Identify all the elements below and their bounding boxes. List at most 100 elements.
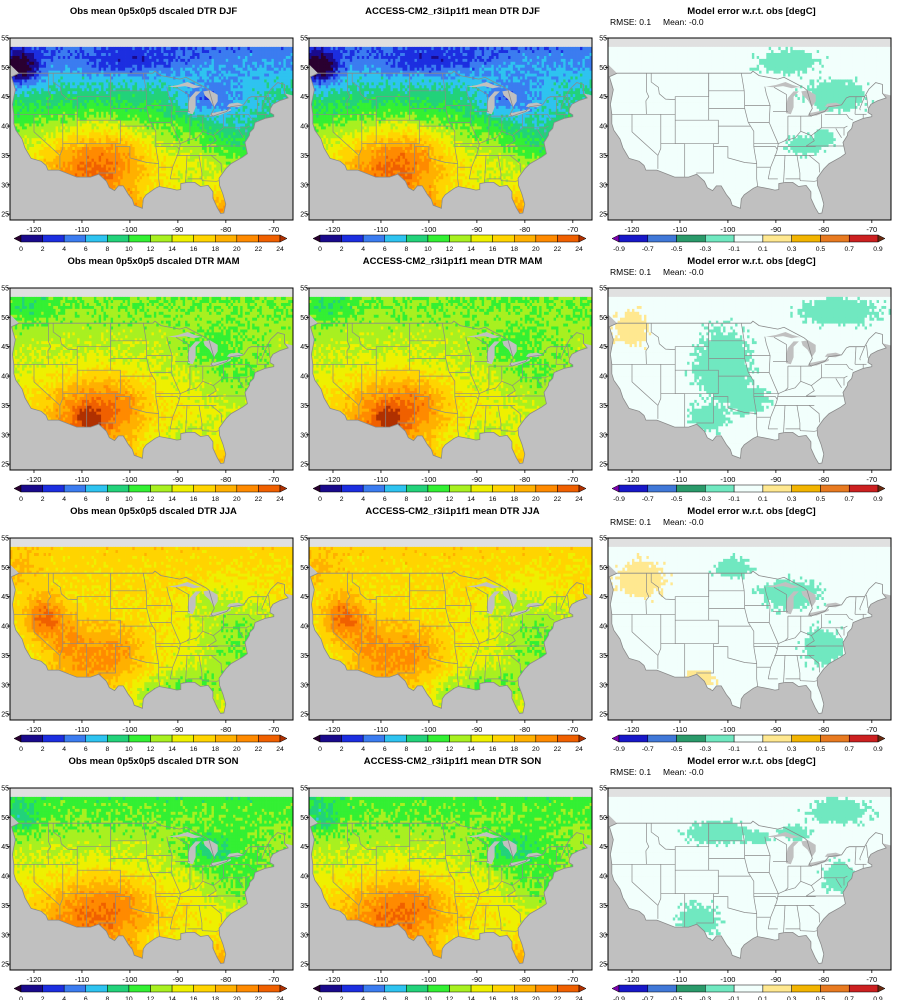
colorbar-tick-label: 22 xyxy=(255,746,263,753)
colorbar-tick-label: 16 xyxy=(489,496,497,503)
lat-tick-label: 35 xyxy=(599,903,607,910)
colorbar-tick-label: -0.9 xyxy=(613,246,625,253)
lon-tick-label: -120 xyxy=(624,475,639,484)
lat-tick-label: 45 xyxy=(1,844,9,851)
colorbar-tick-label: -0.3 xyxy=(699,496,711,503)
lat-tick-label: 50 xyxy=(1,65,9,72)
lat-tick-label: 45 xyxy=(1,94,9,101)
lat-tick-label: 35 xyxy=(599,653,607,660)
lon-tick-label: -70 xyxy=(866,225,877,234)
colorbar-tick-label: -0.5 xyxy=(671,996,683,1000)
lon-tick-label: -90 xyxy=(471,975,482,984)
colorbar-tick-label: 16 xyxy=(190,246,198,253)
colorbar-tick-label: 24 xyxy=(276,246,284,253)
lat-tick-label: 55 xyxy=(1,536,9,543)
lon-tick-label: -110 xyxy=(75,225,89,234)
lon-tick-label: -100 xyxy=(720,225,735,234)
colorbar-tick-label: 12 xyxy=(446,996,454,1000)
colorbar-tick-label: 4 xyxy=(361,496,365,503)
lat-tick-label: 45 xyxy=(599,94,607,101)
lat-tick-label: 50 xyxy=(300,565,308,572)
lat-tick-label: 50 xyxy=(1,315,9,322)
rmse-label: RMSE: 0.1 xyxy=(610,267,651,277)
lat-tick-label: 40 xyxy=(1,374,9,381)
panel-title-error-djf: Model error w.r.t. obs [degC] xyxy=(687,6,815,17)
colorbar-tick-label: 2 xyxy=(340,496,344,503)
lat-tick-label: 30 xyxy=(1,432,9,439)
lat-tick-label: 55 xyxy=(1,286,9,293)
rmse-label: RMSE: 0.1 xyxy=(610,767,651,777)
colorbar-tick-label: 22 xyxy=(255,996,263,1000)
lat-tick-label: 35 xyxy=(300,653,308,660)
lat-tick-label: 25 xyxy=(1,712,9,719)
lon-tick-label: -110 xyxy=(374,475,388,484)
lon-tick-label: -120 xyxy=(26,225,41,234)
colorbar-tick-label: 2 xyxy=(340,246,344,253)
lat-tick-label: 50 xyxy=(599,65,607,72)
lat-tick-label: 40 xyxy=(300,624,308,631)
lon-tick-label: -70 xyxy=(866,975,877,984)
lat-tick-label: 40 xyxy=(300,374,308,381)
colorbar-tick-label: 20 xyxy=(532,746,540,753)
lon-tick-label: -100 xyxy=(122,725,137,734)
colorbar-tick-label: 2 xyxy=(340,746,344,753)
lat-tick-label: 40 xyxy=(599,124,607,131)
colorbar-dtr-djf: 0 2 4 6 8 10 12 14 16 18 20 22 24 xyxy=(14,235,287,253)
colorbar-tick-label: 18 xyxy=(510,496,518,503)
lat-tick-label: 55 xyxy=(300,36,308,43)
colorbar-tick-label: 14 xyxy=(467,996,475,1000)
colorbar-error-djf: -0.9 -0.7 -0.5 -0.3 -0.1 0.1 0.3 0.5 0.7 0.9 xyxy=(612,235,885,253)
colorbar-tick-label: 20 xyxy=(532,246,540,253)
lon-tick-label: -120 xyxy=(325,225,340,234)
lat-tick-label: 50 xyxy=(1,815,9,822)
colorbar-tick-label: 24 xyxy=(575,496,583,503)
colorbar-tick-label: 0 xyxy=(19,496,23,503)
colorbar-tick-label: -0.1 xyxy=(728,996,740,1000)
lon-tick-label: -110 xyxy=(75,725,89,734)
colorbar-tick-label: 10 xyxy=(125,746,133,753)
colorbar-tick-label: 0.9 xyxy=(873,496,883,503)
lon-tick-label: -80 xyxy=(220,725,231,734)
lat-tick-label: 25 xyxy=(1,462,9,469)
colorbar-tick-label: 6 xyxy=(84,996,88,1000)
lon-tick-label: -80 xyxy=(519,475,530,484)
lat-tick-label: 30 xyxy=(1,932,9,939)
lon-tick-label: -90 xyxy=(770,975,781,984)
lon-tick-label: -120 xyxy=(26,975,41,984)
colorbar-tick-label: 0.7 xyxy=(844,996,854,1000)
lon-tick-label: -110 xyxy=(374,975,388,984)
lon-tick-label: -110 xyxy=(673,975,687,984)
lon-tick-label: -100 xyxy=(122,225,137,234)
colorbar-tick-label: 12 xyxy=(147,496,155,503)
lat-tick-label: 45 xyxy=(300,844,308,851)
lat-tick-label: 25 xyxy=(300,712,308,719)
colorbar-tick-label: 18 xyxy=(211,496,219,503)
colorbar-dtr-jja: 0 2 4 6 8 10 12 14 16 18 20 22 24 xyxy=(313,735,586,753)
panel-title-error-mam: Model error w.r.t. obs [degC] xyxy=(687,256,815,267)
lat-tick-label: 30 xyxy=(1,182,9,189)
colorbar-tick-label: 8 xyxy=(105,496,109,503)
lon-tick-label: -120 xyxy=(624,725,639,734)
colorbar-tick-label: 8 xyxy=(105,746,109,753)
lon-tick-label: -90 xyxy=(471,225,482,234)
colorbar-tick-label: 20 xyxy=(233,246,241,253)
lat-tick-label: 30 xyxy=(599,432,607,439)
lat-tick-label: 35 xyxy=(1,403,9,410)
lon-tick-label: -90 xyxy=(770,475,781,484)
colorbar-tick-label: -0.7 xyxy=(642,496,654,503)
colorbar-tick-label: -0.5 xyxy=(671,496,683,503)
colorbar-tick-label: 4 xyxy=(62,246,66,253)
colorbar-tick-label: 8 xyxy=(404,246,408,253)
lon-tick-label: -110 xyxy=(374,225,388,234)
colorbar-tick-label: 6 xyxy=(383,246,387,253)
lat-tick-label: 55 xyxy=(599,536,607,543)
lon-tick-label: -70 xyxy=(567,225,578,234)
lat-tick-label: 25 xyxy=(599,962,607,969)
colorbar-tick-label: 12 xyxy=(147,246,155,253)
lat-tick-label: 35 xyxy=(1,153,9,160)
colorbar-tick-label: 2 xyxy=(41,996,45,1000)
